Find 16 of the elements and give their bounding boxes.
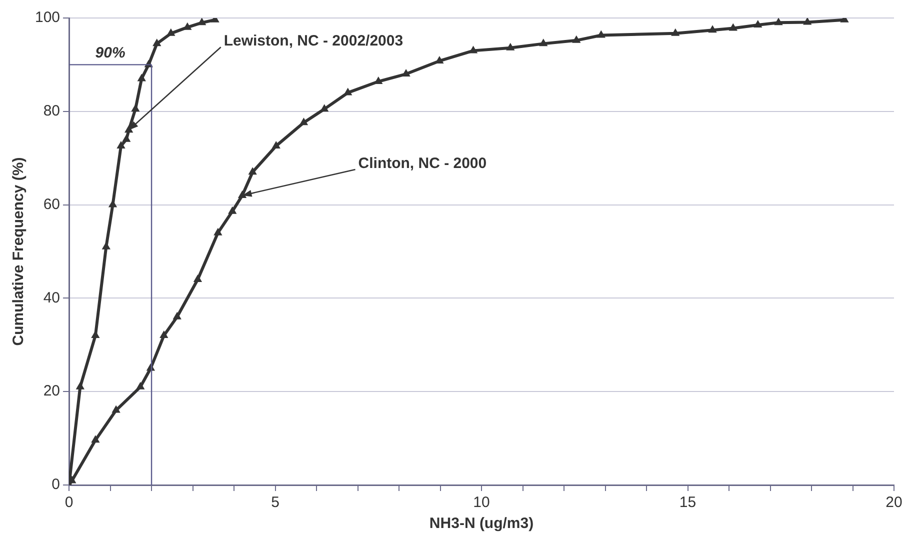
x-tick-label: 0 xyxy=(64,494,74,512)
annotation: Clinton, NC - 2000 xyxy=(358,155,487,172)
x-tick-label: 20 xyxy=(886,494,902,512)
y-tick-label: 100 xyxy=(34,9,60,26)
y-tick-label: 60 xyxy=(43,196,60,213)
x-axis-title: NH3-N (ug/m3) xyxy=(429,515,534,532)
x-tick-label: 15 xyxy=(679,494,696,512)
y-tick-label: 80 xyxy=(43,102,60,120)
y-tick-label: 0 xyxy=(52,476,60,494)
y-axis-title: Cumulative Frequency (%) xyxy=(10,157,28,346)
y-tick-label: 40 xyxy=(43,289,60,306)
x-tick-label: 5 xyxy=(271,494,280,512)
ref-line-label: 90% xyxy=(95,44,126,62)
x-tick-label: 10 xyxy=(473,494,490,512)
y-tick-label: 20 xyxy=(43,382,60,400)
annotation: Lewiston, NC - 2002/2003 xyxy=(224,32,404,50)
